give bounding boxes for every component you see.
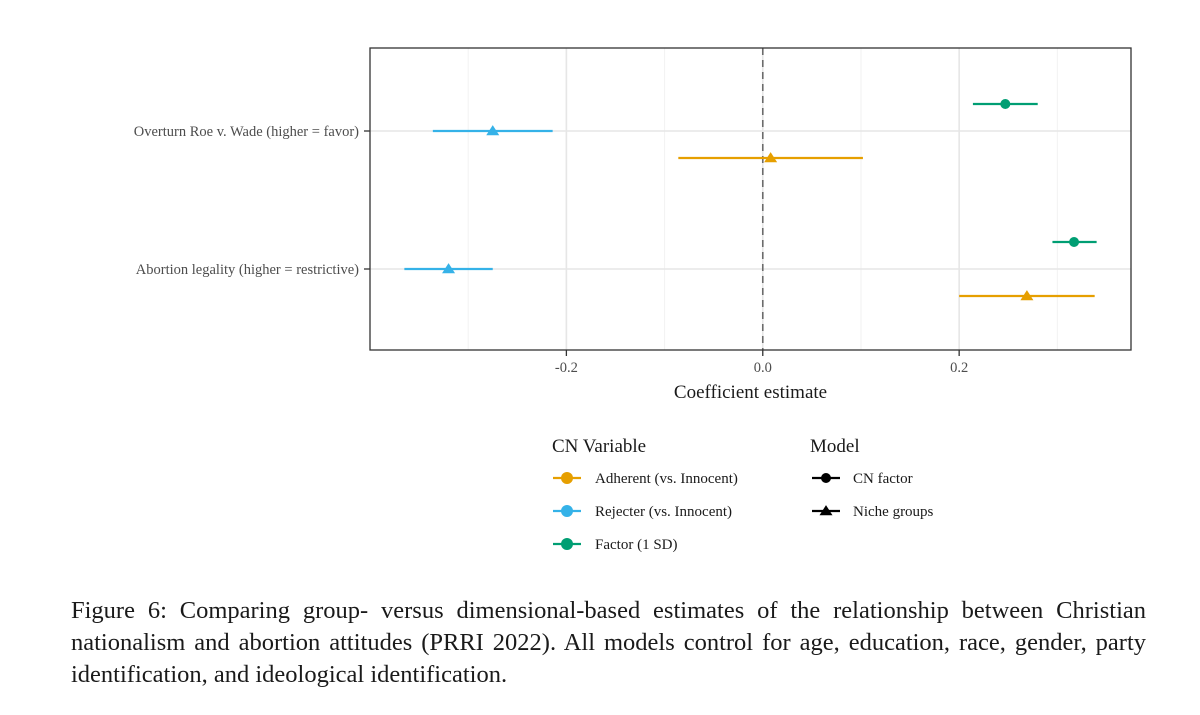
legend-label: Adherent (vs. Innocent)	[595, 471, 738, 487]
legend-label: Niche groups	[853, 504, 934, 520]
estimate-point	[1069, 237, 1080, 247]
legend-key-point	[561, 472, 573, 484]
legend-label: CN factor	[853, 471, 913, 487]
legend-key-point	[561, 538, 573, 550]
x-tick-label: 0.0	[754, 360, 772, 376]
estimate-point	[1000, 99, 1011, 109]
legend-title-model: Model	[810, 436, 860, 457]
legend-title-cn-variable: CN Variable	[552, 436, 646, 457]
legend-key-point	[821, 473, 831, 483]
legend-key-point	[819, 505, 833, 516]
y-tick-label: Overturn Roe v. Wade (higher = favor)	[134, 124, 359, 140]
coefficient-plot: Overturn Roe v. Wade (higher = favor) Abo…	[134, 47, 1132, 553]
estimate-point	[1020, 290, 1034, 301]
legend-key-point	[561, 505, 573, 517]
estimate-point	[486, 125, 500, 136]
x-axis-title: Coefficient estimate	[674, 382, 827, 403]
x-tick-label: -0.2	[555, 360, 578, 376]
legend-label: Factor (1 SD)	[595, 537, 678, 553]
estimate-point	[764, 152, 778, 163]
legend-label: Rejecter (vs. Innocent)	[595, 504, 732, 520]
plot-panel-border	[369, 47, 1132, 351]
estimate-point	[442, 263, 456, 274]
figure-caption: Figure 6: Comparing group- versus dimens…	[71, 597, 1146, 688]
y-tick-label: Abortion legality (higher = restrictive)	[136, 262, 359, 278]
x-tick-label: 0.2	[950, 360, 968, 376]
